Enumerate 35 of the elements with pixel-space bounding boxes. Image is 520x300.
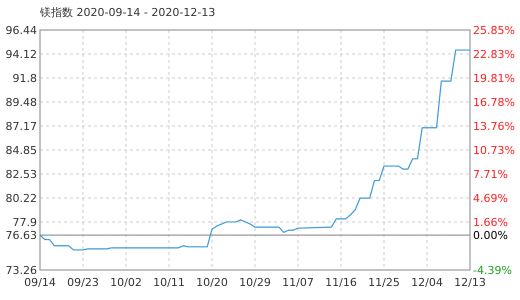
x-tick-label: 09/23: [67, 276, 99, 289]
y-tick-label: 87.17: [6, 120, 37, 133]
x-tick-label: 10/02: [110, 276, 142, 289]
x-tick-label: 11/25: [368, 276, 400, 289]
x-tick-label: 12/13: [454, 276, 486, 289]
y-tick-label: 96.44: [6, 24, 37, 37]
y2-tick-label: 13.76%: [473, 120, 515, 133]
y2-tick-label: 10.73%: [473, 144, 515, 157]
y2-tick-label: 4.69%: [473, 192, 508, 205]
y2-tick-label: 19.81%: [473, 72, 515, 85]
x-tick-label: 10/11: [153, 276, 185, 289]
chart-title: 镁指数 2020-09-14 - 2020-12-13: [39, 6, 216, 19]
y2-tick-label: 25.85%: [473, 24, 515, 37]
y2-tick-label: 0.00%: [473, 229, 508, 242]
y-tick-label: 89.48: [6, 96, 37, 109]
y-tick-label: 94.12: [6, 48, 37, 61]
y2-tick-label: 22.83%: [473, 48, 515, 61]
y-tick-label: 73.26: [6, 264, 37, 277]
x-tick-label: 09/14: [24, 276, 56, 289]
y2-tick-label: -4.39%: [473, 264, 512, 277]
y-tick-label: 82.53: [6, 168, 37, 181]
x-tick-label: 10/29: [239, 276, 271, 289]
y-tick-label: 84.85: [6, 144, 37, 157]
y2-tick-label: 1.66%: [473, 216, 508, 229]
x-tick-label: 11/16: [325, 276, 357, 289]
x-tick-label: 10/20: [196, 276, 228, 289]
y-tick-label: 91.8: [12, 72, 37, 85]
x-tick-label: 11/07: [282, 276, 314, 289]
y-tick-label: 76.63: [6, 228, 37, 242]
y-tick-label: 80.22: [6, 192, 37, 205]
y2-tick-label: 16.78%: [473, 96, 515, 109]
x-tick-label: 12/04: [411, 276, 443, 289]
y2-tick-label: 7.71%: [473, 168, 508, 181]
line-series: [39, 49, 471, 251]
y-tick-label: 77.9: [12, 216, 37, 229]
